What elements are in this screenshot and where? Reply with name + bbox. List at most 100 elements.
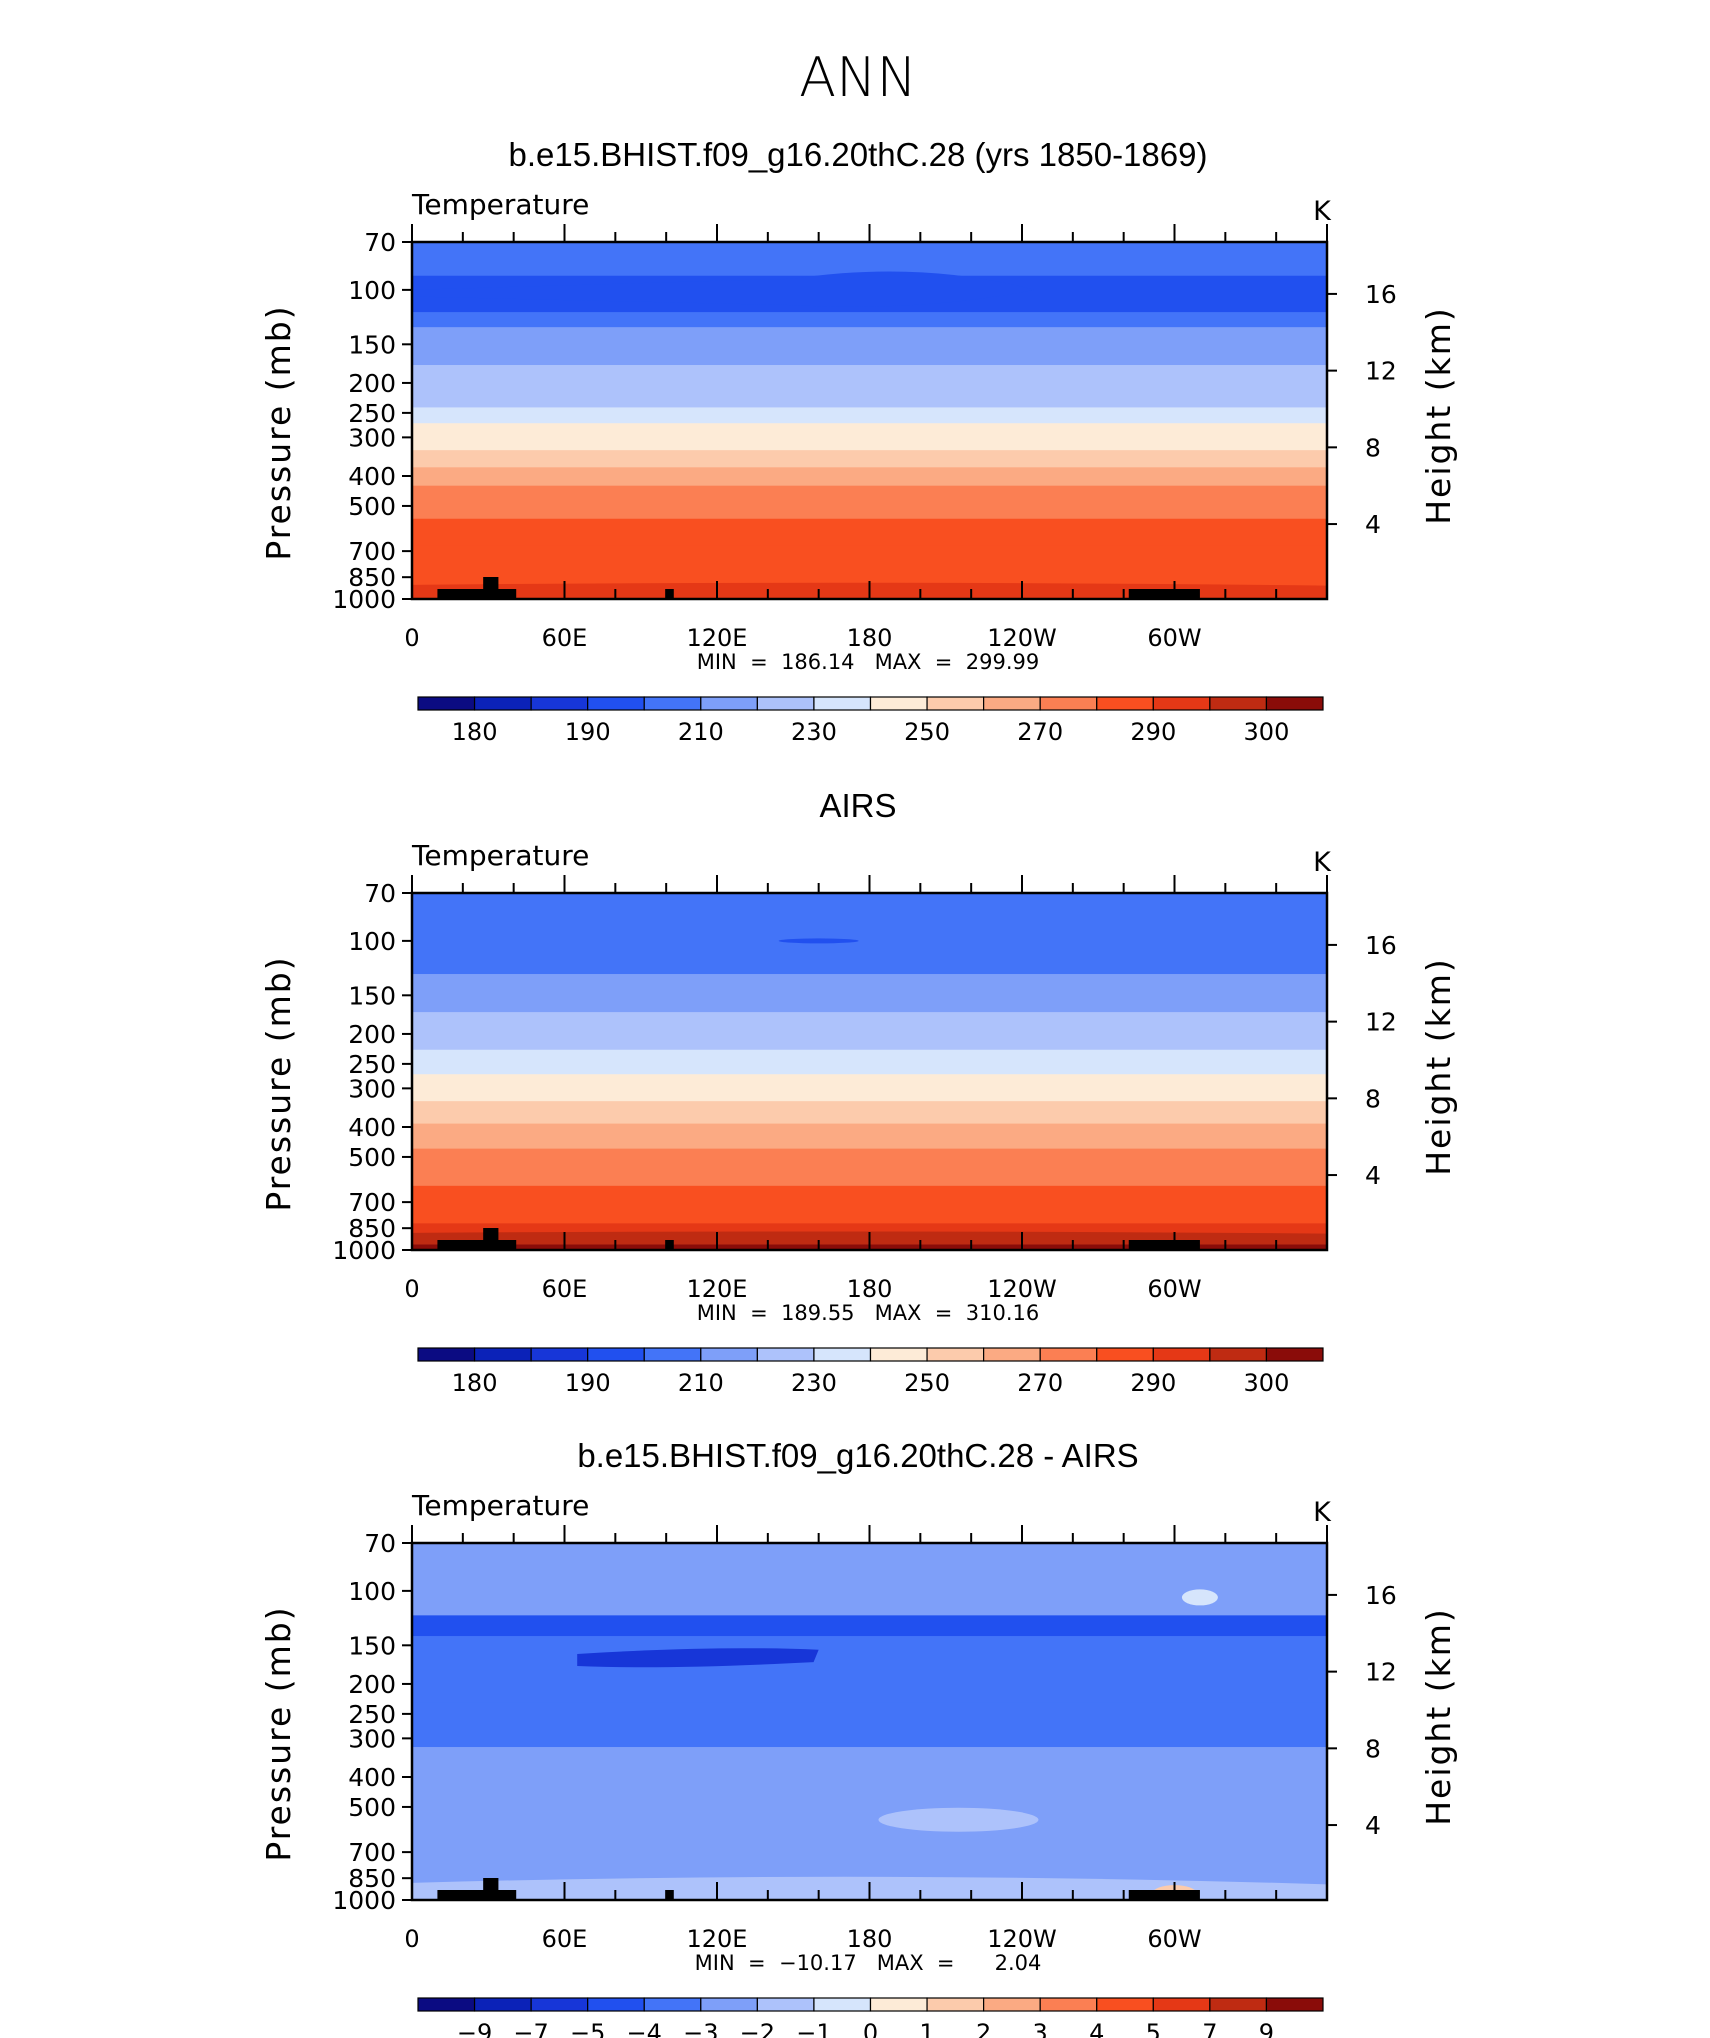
panel-title: AIRS: [819, 787, 896, 824]
topography-block: [1128, 589, 1200, 599]
contour-band: [412, 242, 1327, 277]
y-tick-label: 200: [348, 369, 396, 398]
colorbar-swatch: [1039, 1997, 1098, 2012]
colorbar-label: 210: [678, 1369, 724, 1397]
y-tick-label: 850: [348, 1214, 396, 1243]
colorbar-swatch: [530, 1997, 589, 2012]
y-tick-label: 70: [364, 1529, 396, 1558]
colorbar-swatch: [926, 1997, 985, 2012]
colorbar-swatch: [1039, 1347, 1098, 1362]
colorbar-swatch: [1209, 1347, 1268, 1362]
colorbar-swatch: [1265, 1347, 1324, 1362]
y-axis-title: Pressure (mb): [259, 304, 298, 560]
colorbar-swatch: [869, 696, 928, 711]
colorbar-swatch: [1096, 1347, 1154, 1362]
y2-tick-label: 16: [1365, 931, 1397, 960]
x-tick-label: 60E: [542, 1275, 588, 1303]
y2-tick-label: 8: [1365, 433, 1381, 462]
contour-band: [412, 1615, 1327, 1637]
contour-band: [412, 407, 1327, 424]
colorbar-swatch: [473, 696, 532, 711]
y-tick-label: 1000: [332, 585, 396, 614]
x-tick-label: 0: [404, 624, 419, 652]
y-tick-label: 500: [348, 492, 396, 521]
topography-block: [666, 1890, 674, 1900]
x-tick-label: 60E: [542, 1925, 588, 1953]
colorbar-label: 3: [1033, 2019, 1048, 2038]
colorbar-swatch: [1096, 1997, 1154, 2012]
x-tick-label: 60W: [1147, 1925, 1201, 1953]
contour-band: [412, 893, 1327, 975]
x-tick-label: 60E: [542, 624, 588, 652]
colorbar-label: 2: [976, 2019, 991, 2038]
panel-title: b.e15.BHIST.f09_g16.20thC.28 - AIRS: [577, 1437, 1138, 1474]
colorbar-label: 290: [1130, 1369, 1176, 1397]
colorbar-swatch: [1152, 1997, 1211, 2012]
min-max-stats: MIN = 186.14 MAX = 299.99: [697, 650, 1039, 674]
contour-fills: [412, 893, 1327, 1250]
colorbar-swatch: [1152, 1347, 1211, 1362]
variable-label: Temperature: [411, 188, 589, 221]
colorbar-swatch: [983, 1347, 1041, 1362]
contour-band: [412, 450, 1327, 468]
y-tick-label: 250: [348, 1050, 396, 1079]
colorbar-label: 180: [452, 1369, 498, 1397]
y-tick-label: 200: [348, 1020, 396, 1049]
y2-tick-label: 4: [1365, 510, 1381, 539]
colorbar-swatch: [417, 696, 476, 711]
y-axis-title: Pressure (mb): [259, 1605, 298, 1861]
colorbar-swatch: [473, 1997, 532, 2012]
colorbar-label: −9: [457, 2019, 492, 2038]
colorbar-label: 250: [904, 718, 950, 746]
colorbar-label: 1: [919, 2019, 934, 2038]
y-tick-label: 250: [348, 399, 396, 428]
topography-block: [483, 1228, 499, 1250]
colorbar-label: 9: [1259, 2019, 1274, 2038]
weak-anomaly-region: [1181, 1589, 1218, 1606]
colorbar-swatch: [530, 1347, 589, 1362]
colorbar-label: −7: [513, 2019, 548, 2038]
y2-tick-label: 12: [1365, 1008, 1397, 1037]
colorbar-label: −2: [740, 2019, 775, 2038]
land-mask: [437, 577, 1200, 599]
panel-1: b.e15.BHIST.f09_g16.20thC.28 (yrs 1850-1…: [259, 136, 1458, 746]
variable-label: Temperature: [411, 1489, 589, 1522]
topography-block: [666, 1240, 674, 1250]
topography-block: [437, 589, 517, 599]
y2-axis-title: Height (km): [1419, 1607, 1458, 1826]
x-tick-label: 180: [847, 624, 893, 652]
colorbar-swatch: [587, 1997, 645, 2012]
y-tick-label: 70: [364, 228, 396, 257]
contour-band: [412, 327, 1327, 366]
y-tick-label: 700: [348, 1188, 396, 1217]
contour-band: [412, 365, 1327, 408]
contour-band: [412, 1074, 1327, 1102]
colorbar-swatch: [643, 1997, 702, 2012]
colorbar-swatch: [1209, 1997, 1268, 2012]
y-tick-label: 850: [348, 563, 396, 592]
colorbar-swatch: [813, 1997, 872, 2012]
x-tick-label: 120W: [987, 624, 1057, 652]
colorbar-swatch: [587, 696, 645, 711]
colorbar-swatch: [1152, 696, 1211, 711]
cold-anomaly-region: [577, 1648, 819, 1668]
y2-tick-label: 16: [1365, 1581, 1397, 1610]
y-tick-label: 150: [348, 330, 396, 359]
colorbar-swatch: [926, 696, 985, 711]
y-tick-label: 700: [348, 1838, 396, 1867]
min-max-stats: MIN = −10.17 MAX = 2.04: [695, 1951, 1042, 1975]
y2-axis-title: Height (km): [1419, 957, 1458, 1176]
colorbar-swatch: [869, 1997, 928, 2012]
x-tick-label: 120W: [987, 1275, 1057, 1303]
colorbar-label: 5: [1146, 2019, 1161, 2038]
contour-band: [412, 1049, 1327, 1075]
contour-band: [412, 1012, 1327, 1051]
panel-3: b.e15.BHIST.f09_g16.20thC.28 - AIRS Tempe…: [259, 1437, 1458, 2038]
land-mask: [437, 1228, 1200, 1250]
colorbar-label: 290: [1130, 718, 1176, 746]
y2-tick-label: 8: [1365, 1084, 1381, 1113]
colorbar-swatch: [869, 1347, 928, 1362]
y-tick-label: 500: [348, 1143, 396, 1172]
colorbar-label: 7: [1202, 2019, 1217, 2038]
